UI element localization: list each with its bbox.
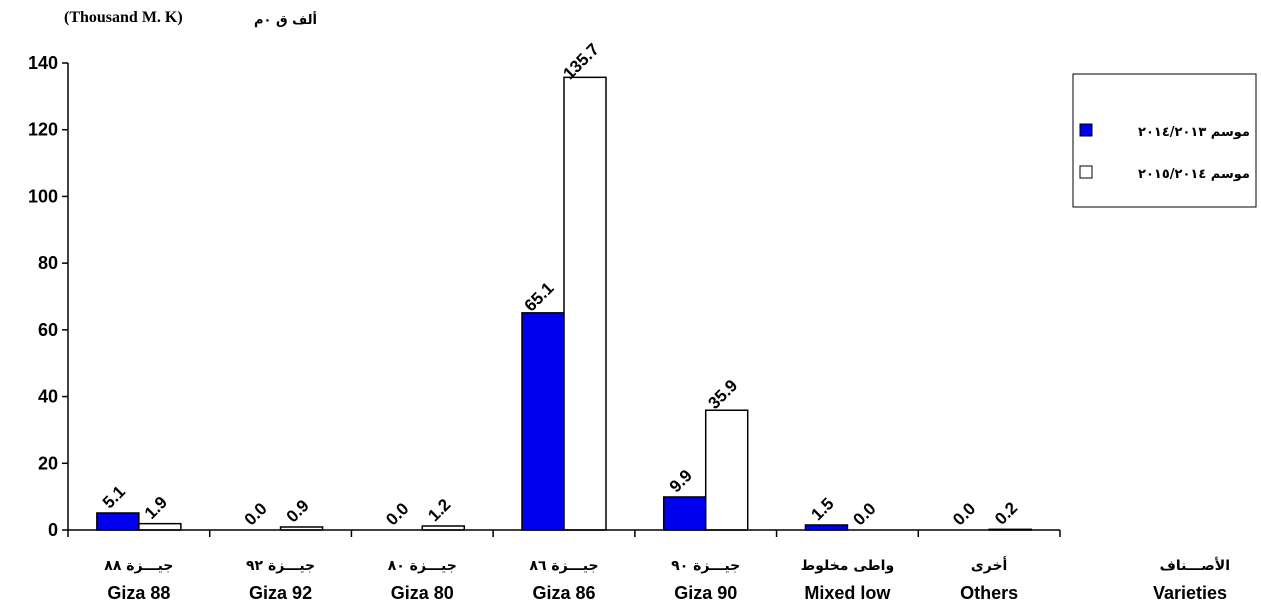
- category-label-en-6: Mixed low: [804, 583, 891, 603]
- value-label-series2-2: 0.9: [283, 496, 313, 526]
- y-tick-label: 80: [38, 253, 58, 273]
- legend-swatch-series1: [1079, 123, 1093, 137]
- axes: 0 20 40 60 80 100 120 140: [28, 53, 1061, 540]
- bar-series2-4: [563, 76, 607, 531]
- value-label-series2-7: 0.2: [991, 498, 1021, 528]
- category-label-en-3: Giza 80: [391, 583, 454, 603]
- category-label-ar-3: جيـــزة ٨٠: [388, 558, 457, 574]
- value-label-series1-5: 9.9: [666, 466, 696, 496]
- legend-item-1: موسم ٢٠١٤/٢٠١٣: [1079, 123, 1250, 140]
- value-label-series1-1: 5.1: [99, 482, 129, 512]
- axis-title-ar: الأصـــناف: [1160, 557, 1230, 574]
- bar-series1-4: [521, 312, 565, 531]
- bar-series2-1: [138, 522, 182, 531]
- unit-label-ar: ألف ق ٠م: [254, 11, 317, 28]
- y-tick-label: 20: [38, 453, 58, 473]
- legend: موسم ٢٠١٤/٢٠١٣ موسم ٢٠١٥/٢٠١٤: [1072, 73, 1257, 208]
- category-label-ar-7: أخرى: [971, 556, 1007, 574]
- value-label-series1-3: 0.0: [382, 499, 412, 529]
- legend-item-2: موسم ٢٠١٥/٢٠١٤: [1079, 165, 1250, 182]
- category-label-ar-2: جيـــزة ٩٢: [246, 558, 315, 574]
- legend-box: [1072, 73, 1257, 208]
- unit-label-en: (Thousand M. K): [64, 9, 183, 26]
- value-label-series2-1: 1.9: [141, 493, 171, 523]
- category-label-en-7: Others: [960, 583, 1018, 603]
- y-tick-label: 40: [38, 387, 58, 407]
- bar-series1-6: [804, 524, 849, 531]
- plot-area: [96, 76, 1032, 531]
- legend-label-series1: موسم ٢٠١٤/٢٠١٣: [1138, 125, 1250, 140]
- y-tick-label: 140: [28, 53, 58, 73]
- category-label-en-4: Giza 86: [532, 583, 595, 603]
- category-label-en-2: Giza 92: [249, 583, 312, 603]
- bar-series2-5: [704, 409, 749, 531]
- legend-label-series2: موسم ٢٠١٥/٢٠١٤: [1138, 167, 1250, 182]
- value-label-series1-4: 65.1: [521, 279, 558, 316]
- category-label-en-5: Giza 90: [674, 583, 737, 603]
- legend-swatch-series2: [1079, 165, 1093, 179]
- category-label-ar-5: جيـــزة ٩٠: [671, 558, 740, 574]
- category-label-en-1: Giza 88: [107, 583, 170, 603]
- category-label-ar-1: جيـــزة ٨٨: [104, 558, 173, 574]
- y-tick-label: 100: [28, 186, 58, 206]
- category-labels: جيـــزة ٨٨ Giza 88 جيـــزة ٩٢ Giza 92 جيـــز…: [104, 556, 1018, 603]
- value-label-series1-6: 1.5: [807, 494, 837, 524]
- value-label-series1-7: 0.0: [949, 499, 979, 529]
- value-label-series2-3: 1.2: [424, 495, 454, 525]
- value-label-series2-6: 0.0: [849, 499, 879, 529]
- y-tick-label: 120: [28, 120, 58, 140]
- value-label-series1-2: 0.0: [241, 499, 271, 529]
- y-tick-label: 60: [38, 320, 58, 340]
- y-tick-label: 0: [48, 520, 58, 540]
- category-label-ar-6: واطى مخلوط: [801, 558, 895, 574]
- value-label-series2-5: 35.9: [704, 376, 741, 413]
- axis-title: الأصـــناف Varieties: [1153, 557, 1230, 603]
- bar-series1-1: [96, 512, 140, 531]
- category-label-ar-4: جيـــزة ٨٦: [529, 558, 598, 574]
- axis-title-en: Varieties: [1153, 583, 1227, 603]
- bar-series1-5: [662, 496, 707, 531]
